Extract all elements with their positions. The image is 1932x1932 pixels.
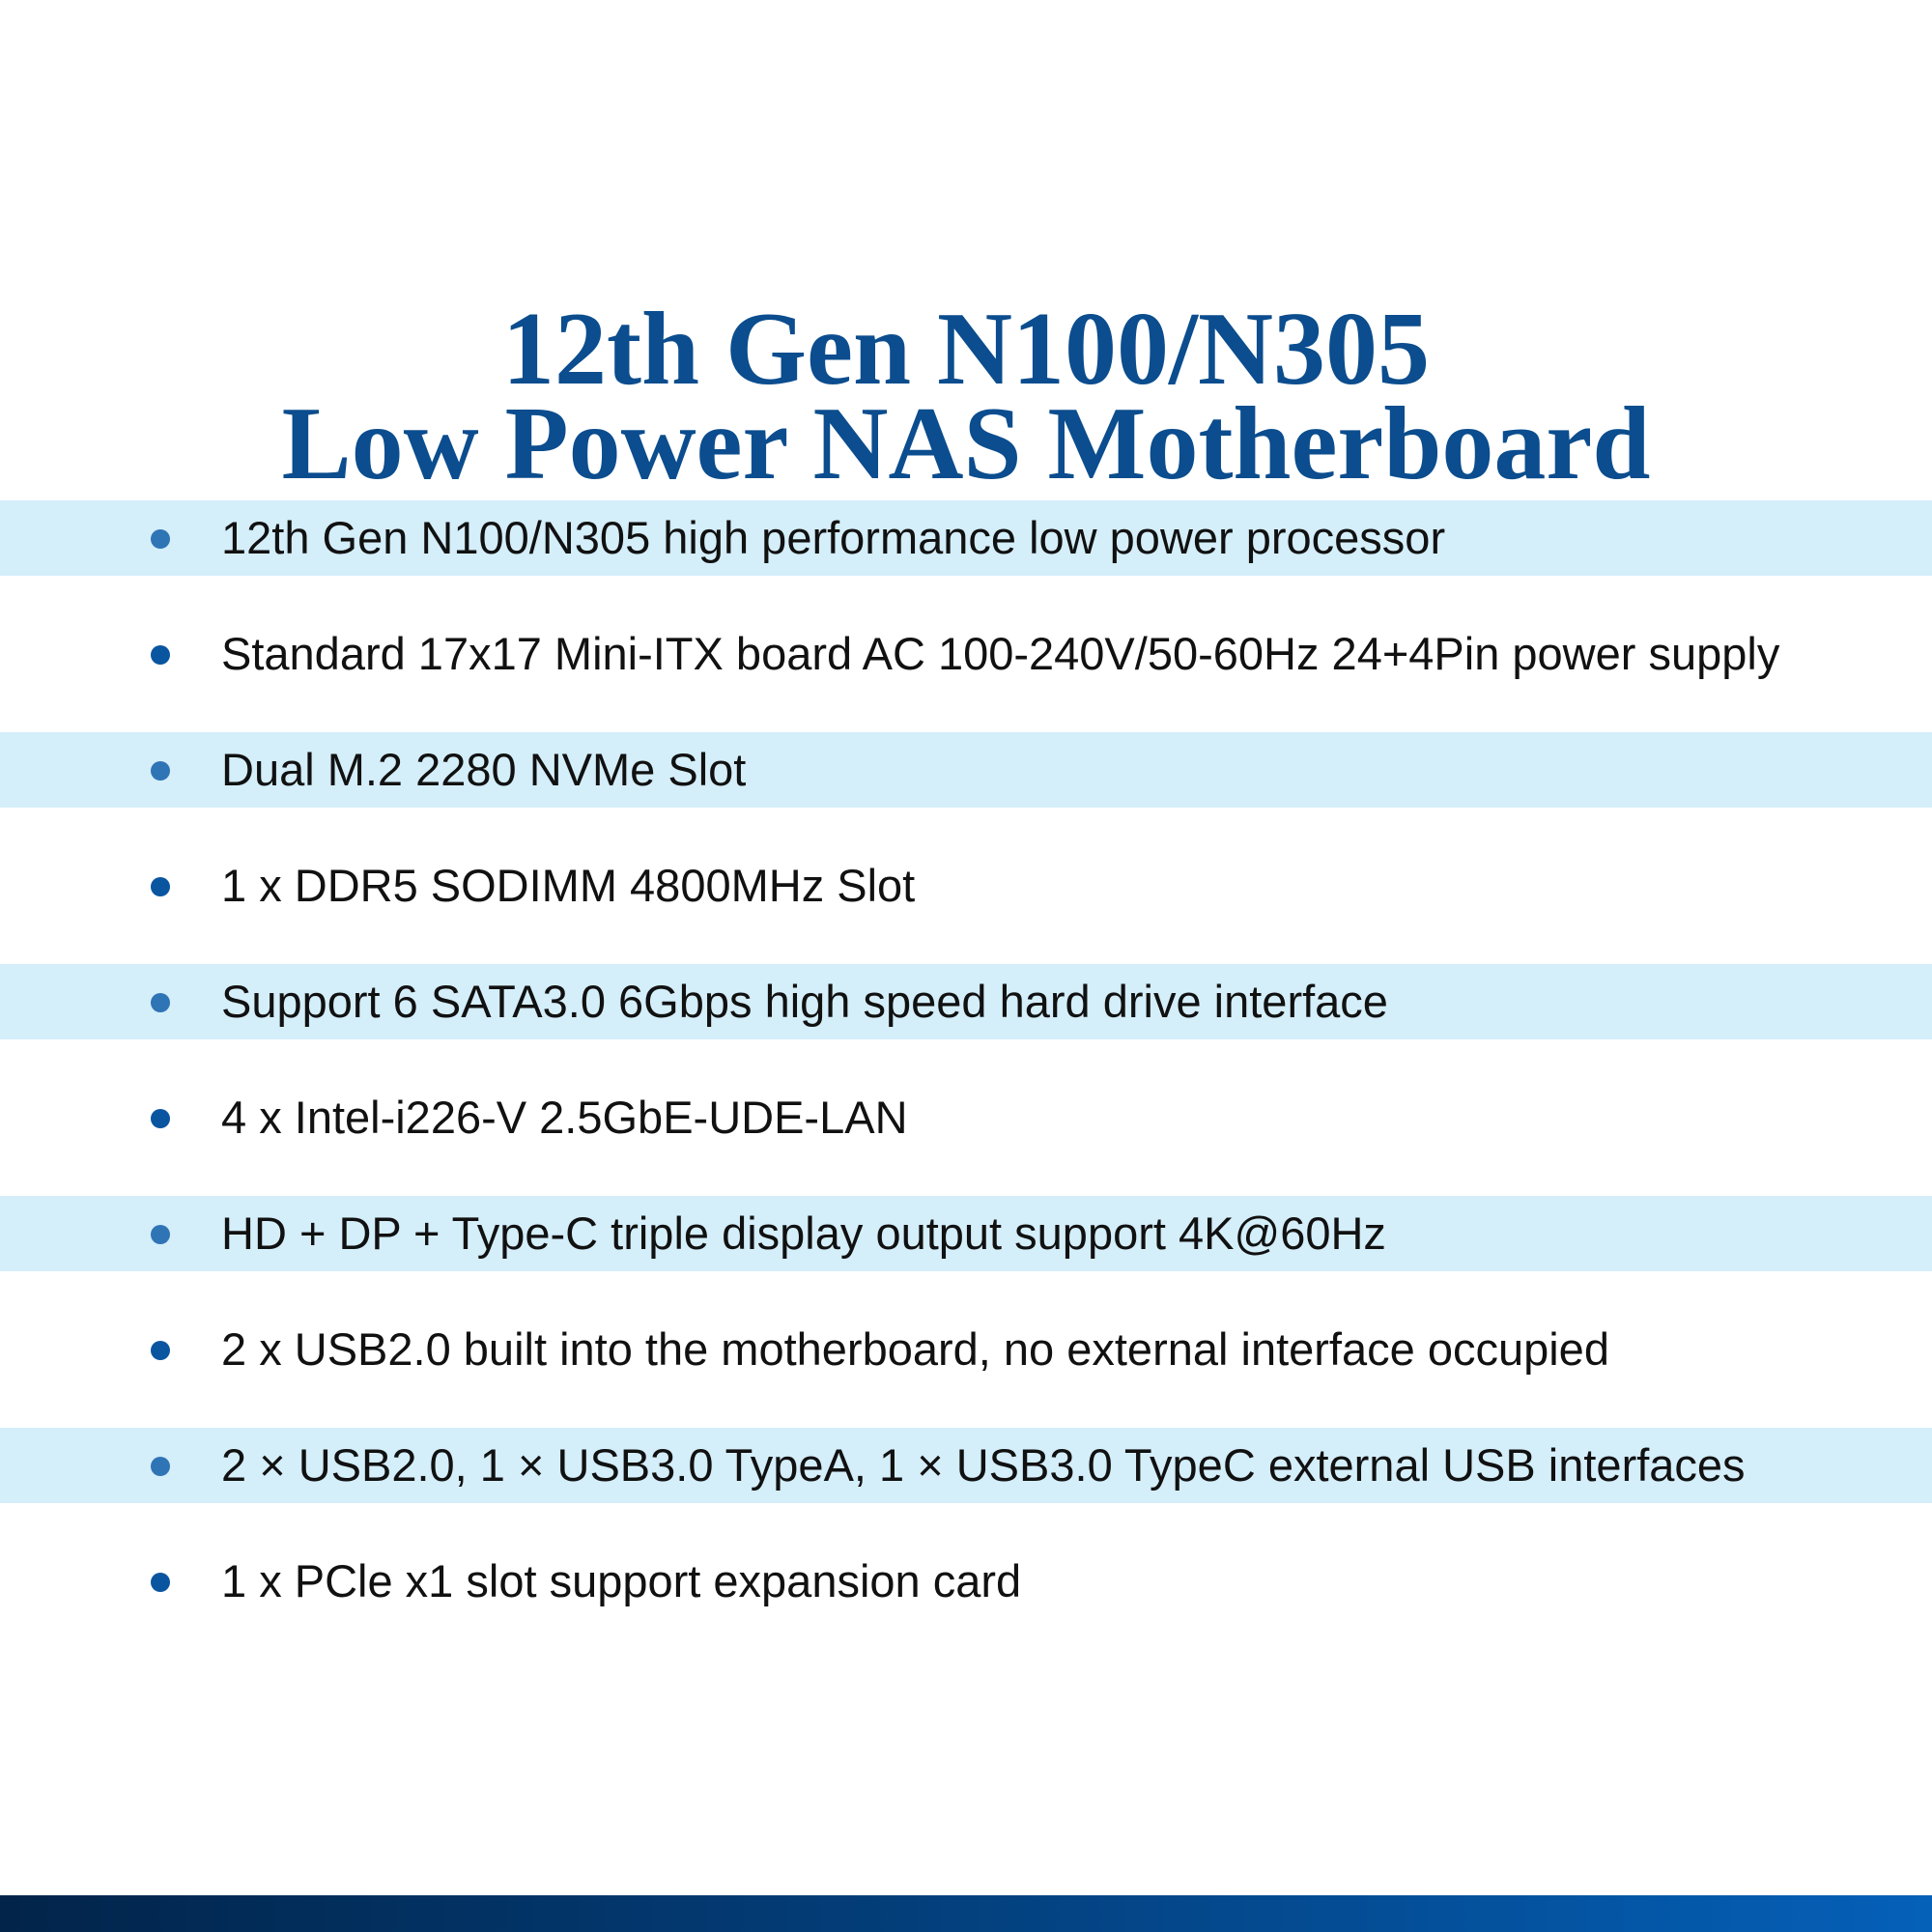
feature-item: 1 x DDR5 SODIMM 4800MHz Slot [0, 848, 1932, 923]
feature-text: Dual M.2 2280 NVMe Slot [221, 744, 747, 795]
feature-item: Support 6 SATA3.0 6Gbps high speed hard … [0, 964, 1932, 1039]
feature-item: Dual M.2 2280 NVMe Slot [0, 732, 1932, 808]
bullet-icon [151, 877, 170, 896]
bullet-icon [151, 993, 170, 1012]
feature-text: 2 × USB2.0, 1 × USB3.0 TypeA, 1 × USB3.0… [221, 1439, 1746, 1491]
feature-text: 4 x Intel-i226-V 2.5GbE-UDE-LAN [221, 1092, 908, 1143]
feature-item: 2 × USB2.0, 1 × USB3.0 TypeA, 1 × USB3.0… [0, 1428, 1932, 1503]
feature-item: HD + DP + Type-C triple display output s… [0, 1196, 1932, 1271]
feature-text: 1 x DDR5 SODIMM 4800MHz Slot [221, 860, 916, 911]
feature-item: Standard 17x17 Mini-ITX board AC 100-240… [0, 616, 1932, 692]
feature-item: 4 x Intel-i226-V 2.5GbE-UDE-LAN [0, 1080, 1932, 1155]
bullet-icon [151, 1109, 170, 1128]
bullet-icon [151, 1341, 170, 1360]
feature-item: 2 x USB2.0 built into the motherboard, n… [0, 1312, 1932, 1387]
feature-text: HD + DP + Type-C triple display output s… [221, 1208, 1386, 1259]
bullet-icon [151, 1225, 170, 1244]
bullet-icon [151, 529, 170, 549]
bullet-icon [151, 645, 170, 665]
bullet-icon [151, 1457, 170, 1476]
feature-item: 1 x PCle x1 slot support expansion card [0, 1544, 1932, 1619]
feature-text: Standard 17x17 Mini-ITX board AC 100-240… [221, 628, 1780, 679]
feature-item: 12th Gen N100/N305 high performance low … [0, 500, 1932, 576]
title-line-1: 12th Gen N100/N305 [501, 292, 1431, 408]
feature-text: Support 6 SATA3.0 6Gbps high speed hard … [221, 976, 1388, 1027]
bullet-icon [151, 1573, 170, 1592]
feature-text: 1 x PCle x1 slot support expansion card [221, 1555, 1022, 1606]
bullet-icon [151, 761, 170, 781]
footer-bar [0, 1895, 1932, 1932]
feature-text: 2 x USB2.0 built into the motherboard, n… [221, 1323, 1609, 1375]
title-line-2: Low Power NAS Motherboard [281, 386, 1651, 502]
feature-text: 12th Gen N100/N305 high performance low … [221, 512, 1446, 563]
